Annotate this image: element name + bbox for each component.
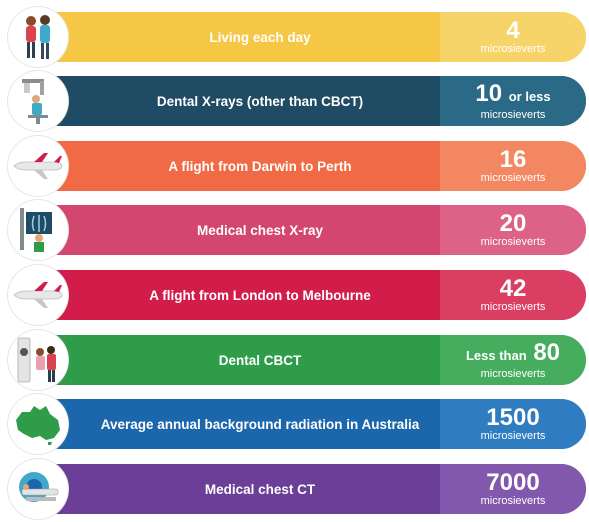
dose-number: 4 [506,17,520,44]
dose-row: Medical chest X-ray 20 microsieverts [8,200,586,260]
airplane-icon [8,136,68,196]
dose-value: 20 microsieverts [440,205,586,255]
dose-row: Living each day 4 microsieverts [8,7,586,67]
dose-number: 1500 [486,404,540,431]
airplane-icon [8,265,68,325]
dose-unit: microsieverts [480,367,546,380]
dental-xray-machine-icon [8,71,68,131]
dose-band: Dental X-rays (other than CBCT) 10 or les… [38,76,586,126]
dose-band: Medical chest CT 7000 microsieverts [38,464,586,514]
dose-value: 1500 microsieverts [440,399,586,449]
dose-row: Average annual background radiation in A… [8,394,586,454]
dose-row: Dental X-rays (other than CBCT) 10 or les… [8,71,586,131]
dose-number: 80 [533,338,561,366]
australia-map-icon [8,394,68,454]
dose-amount: 7000 [486,471,539,495]
dose-unit: microsieverts [480,172,546,184]
dose-label: Medical chest X-ray [196,222,324,238]
dose-band: Living each day 4 microsieverts [38,12,586,62]
dose-amount: 42 [500,277,527,301]
dose-band: A flight from Darwin to Perth 16 microsiev… [38,141,586,191]
couple-icon [8,7,68,67]
dose-value: 16 microsieverts [440,141,586,191]
dose-unit: microsieverts [480,430,546,442]
dose-label: Medical chest CT [204,481,316,497]
dose-value: 10 or less microsieverts [440,76,586,126]
dose-value: Less than 80 microsieverts [440,335,586,385]
dose-label: A flight from Darwin to Perth [168,158,352,174]
dose-amount: 20 [500,212,527,236]
dose-unit: microsieverts [480,108,546,121]
dose-amount: Less than 80 [465,338,561,368]
dose-unit: microsieverts [480,301,546,313]
dose-label: Dental X-rays (other than CBCT) [156,93,364,109]
dose-row: Dental CBCT Less than 80 microsieverts [8,330,586,390]
dose-row: A flight from Darwin to Perth 16 microsiev… [8,136,586,196]
dose-amount: 4 [506,19,519,43]
dose-number: 16 [499,146,527,173]
dose-row: A flight from London to Melbourne 42 micro… [8,265,586,325]
dose-suffix: or less [508,88,551,104]
dose-amount: 1500 [486,406,539,430]
dose-band: Medical chest X-ray 20 microsieverts [38,205,586,255]
dose-number: 42 [499,275,527,302]
dose-band: Average annual background radiation in A… [38,399,586,449]
dose-label: A flight from London to Melbourne [149,287,371,303]
dose-value: 7000 microsieverts [440,464,586,514]
ct-scanner-icon [8,459,68,519]
dose-amount: 16 [500,148,527,172]
dose-number: 20 [499,210,527,237]
dose-band: A flight from London to Melbourne 42 micro… [38,270,586,320]
dose-row: Medical chest CT 7000 microsieverts [8,459,586,519]
dose-unit: microsieverts [480,43,546,55]
dose-unit: microsieverts [480,236,546,248]
dose-amount: 10 or less [475,79,551,109]
dose-value: 4 microsieverts [440,12,586,62]
dose-number: 7000 [486,469,540,496]
dose-label: Average annual background radiation in A… [100,416,420,432]
dose-prefix: Less than [465,347,527,363]
dose-unit: microsieverts [480,495,546,507]
dose-number: 10 [475,79,503,107]
chest-xray-icon [8,200,68,260]
cbct-scanner-icon [8,330,68,390]
dose-label: Dental CBCT [218,352,302,368]
dose-band: Dental CBCT Less than 80 microsieverts [38,335,586,385]
dose-value: 42 microsieverts [440,270,586,320]
dose-label: Living each day [209,29,311,45]
